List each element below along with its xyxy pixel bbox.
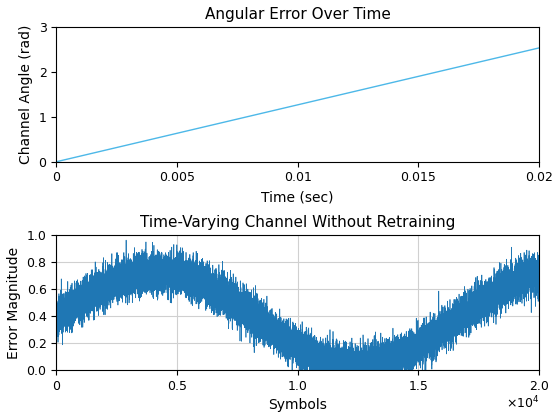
- Text: $\times10^4$: $\times10^4$: [506, 394, 539, 411]
- X-axis label: Symbols: Symbols: [268, 398, 327, 412]
- Title: Time-Varying Channel Without Retraining: Time-Varying Channel Without Retraining: [140, 215, 455, 230]
- Title: Angular Error Over Time: Angular Error Over Time: [205, 7, 391, 22]
- Y-axis label: Channel Angle (rad): Channel Angle (rad): [19, 25, 33, 164]
- Y-axis label: Error Magnitude: Error Magnitude: [7, 247, 21, 359]
- X-axis label: Time (sec): Time (sec): [262, 190, 334, 204]
